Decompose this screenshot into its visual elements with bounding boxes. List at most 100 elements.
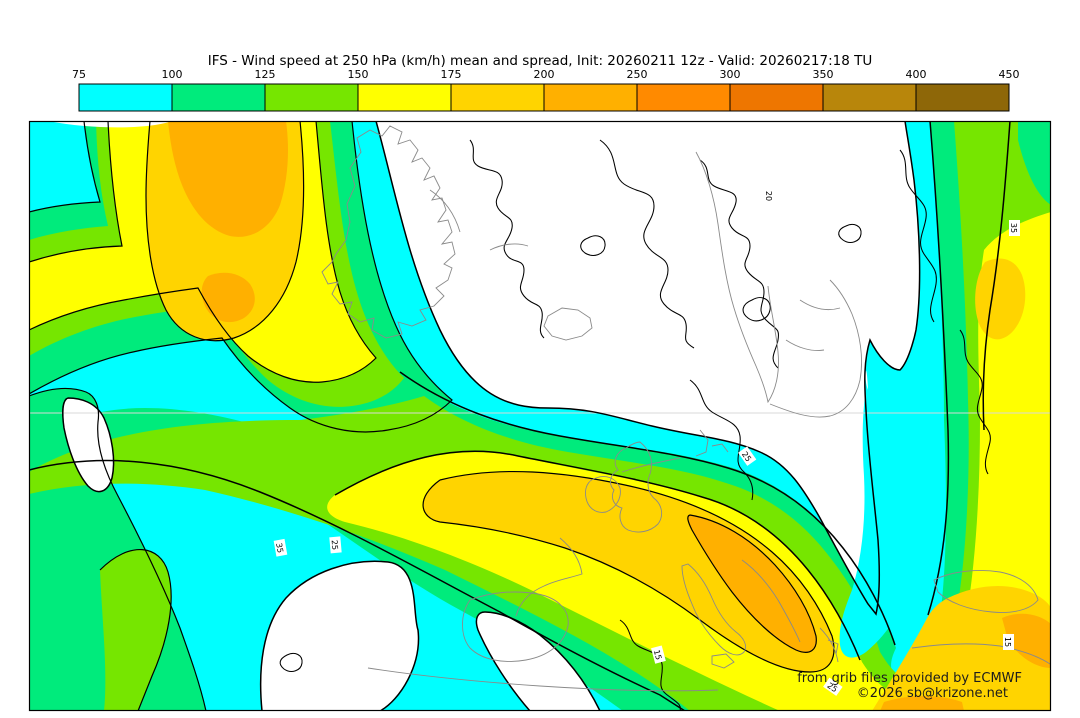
coastline [543,307,593,341]
wind-band-amber-ridge [168,121,288,237]
isotach-contour [375,121,921,616]
wind-band-gold-europe [423,471,834,672]
svg-text:20: 20 [764,191,773,201]
wind-band-chartreuse-corner [955,121,1013,235]
spread-contour [899,149,937,323]
coastline [462,591,569,662]
isotach-contour [422,470,835,673]
spread-contour [580,235,606,256]
contour-label: 20 [764,188,775,204]
coastline [695,151,779,404]
colorbar-segment [450,83,545,112]
isotach-contour [475,611,601,711]
coastline [367,667,719,692]
contour-label: 25 [329,536,342,554]
watermark-copyright: ©2026 sb@krizone.net [857,686,1008,701]
wind-band-amber-ridge-spot [201,272,255,323]
calm-region-top-sliver [48,121,172,128]
wind-band-amber-balkans [687,515,817,653]
contour-label: 15 [651,645,666,664]
svg-text:35: 35 [274,542,285,554]
coastline [321,125,456,339]
coastline [785,299,841,351]
svg-text:15: 15 [1003,637,1012,647]
colorbar-segment [915,83,1010,112]
colorbar-segment [636,83,731,112]
colorbar-tick: 175 [441,68,462,81]
calm-region-left-notch [62,398,114,492]
contour-label: 15 [1003,634,1014,650]
colorbar-tick: 450 [999,68,1020,81]
colorbar-tick: 400 [906,68,927,81]
spread-contour [279,652,303,672]
colorbar-segment [822,83,917,112]
spread-contour [959,329,991,475]
watermark-ecmwf: from grib files provided by ECMWF [797,671,1022,686]
coastline [911,643,1051,665]
colorbar-tick: 150 [348,68,369,81]
colorbar-segment [543,83,638,112]
coastline [585,476,621,513]
coastline [769,279,862,418]
coastline [819,627,839,663]
coastline [515,537,583,617]
colorbar-tick: 75 [72,68,86,81]
colorbar-segment [264,83,359,112]
colorbar-tick: 350 [813,68,834,81]
contour-label: 35 [1009,220,1020,236]
spread-contour [742,297,771,322]
coastlines [321,125,1051,692]
wind-band-green-corner [1018,121,1051,205]
map-area: 20 35 25 25 15 25 15 35 from grib files … [29,121,1051,711]
spread-contour [599,139,695,349]
calm-region-oval [260,561,419,711]
isotach-contour [259,560,420,711]
spread-contour [838,223,862,243]
colorbar [78,83,1010,112]
isotach-contour [99,548,172,711]
isotach-contour [29,387,207,711]
spread-contour [699,159,779,369]
wind-band-chartreuse-stripe [100,549,172,711]
spread-contour [469,139,545,339]
calm-region-sliver [476,612,600,711]
isotach-contour [927,121,950,616]
map-border [28,120,1052,712]
colorbar-tick: 100 [162,68,183,81]
colorbar-ticks: 75 100 125 150 175 200 250 300 350 400 4… [72,68,1020,81]
coastline [741,559,801,643]
spread-contours [279,139,991,711]
isotach-contour [29,459,686,711]
isotach-contours [29,121,1011,711]
contour-label: 35 [273,538,288,557]
wind-band-gold-east-spot [975,258,1026,340]
isotach-contour [62,397,115,493]
coastline [681,563,747,656]
colorbar-tick: 125 [255,68,276,81]
colorbar-segment [357,83,452,112]
svg-text:25: 25 [330,539,340,550]
wind-band-amber-east-edge [1002,613,1051,668]
spread-contour [689,379,754,501]
wind-band-cyan-tongue [839,390,926,658]
isotach-contour [687,514,817,653]
isotach-contour [145,121,305,342]
isotach-contour [399,371,896,646]
colorbar-tick: 250 [627,68,648,81]
page-title: IFS - Wind speed at 250 hPa (km/h) mean … [208,53,873,69]
isotach-contour [982,121,1011,431]
coastline [933,570,1039,613]
isotach-contour [334,450,861,661]
wind-band-amber-bottom [880,696,964,711]
colorbar-tick: 300 [720,68,741,81]
svg-text:15: 15 [652,649,663,661]
contour-labels-group: 20 35 25 25 15 25 15 35 [273,188,1020,696]
coastline [711,653,735,669]
colorbar-segment [729,83,824,112]
coastline [610,441,663,533]
coastline [695,429,729,457]
colorbar-tick: 200 [534,68,555,81]
coastline [621,457,681,473]
